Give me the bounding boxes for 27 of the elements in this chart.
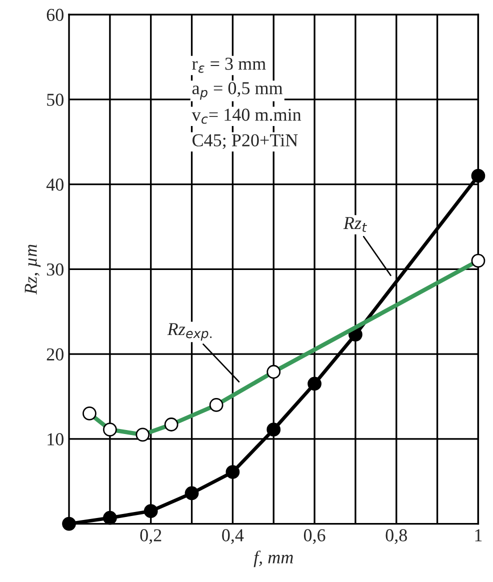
x-tick-label: 0,4 xyxy=(222,529,244,544)
point xyxy=(226,465,240,479)
annotation: a$_{p}$ = 0,5 mm xyxy=(192,82,283,100)
x-tick-label: 0,2 xyxy=(140,529,162,544)
y-tick-label: 40 xyxy=(46,178,64,191)
point xyxy=(144,504,158,518)
x-tick-label: 0,6 xyxy=(304,529,326,544)
y-tick-label: 60 xyxy=(46,8,64,21)
y-tick-label: 50 xyxy=(47,94,64,106)
point xyxy=(308,376,322,391)
annotation: C45; P20+TiN xyxy=(192,134,298,149)
point xyxy=(62,516,76,531)
point xyxy=(266,422,281,437)
y-tick-label: 30 xyxy=(46,263,64,276)
y-tick-label: 20 xyxy=(46,348,64,360)
point xyxy=(184,486,199,500)
annotation: r$_{ε}$ = 3 mm xyxy=(192,58,266,73)
x-tick-label: 0,8 xyxy=(386,529,407,544)
x-tick-label: 1 xyxy=(475,529,482,542)
annotation: v$_{c}$= 140 m.min xyxy=(192,108,302,124)
point xyxy=(471,168,486,183)
annotation: Rz$_{t}$ xyxy=(343,217,368,232)
y-axis-title: Rz, µm xyxy=(24,244,41,295)
y-tick-label: 10 xyxy=(48,433,64,446)
point xyxy=(102,510,117,525)
x-axis-title: f, mm xyxy=(254,550,293,568)
annotation: Rz$_{exp.}$ xyxy=(167,323,212,341)
